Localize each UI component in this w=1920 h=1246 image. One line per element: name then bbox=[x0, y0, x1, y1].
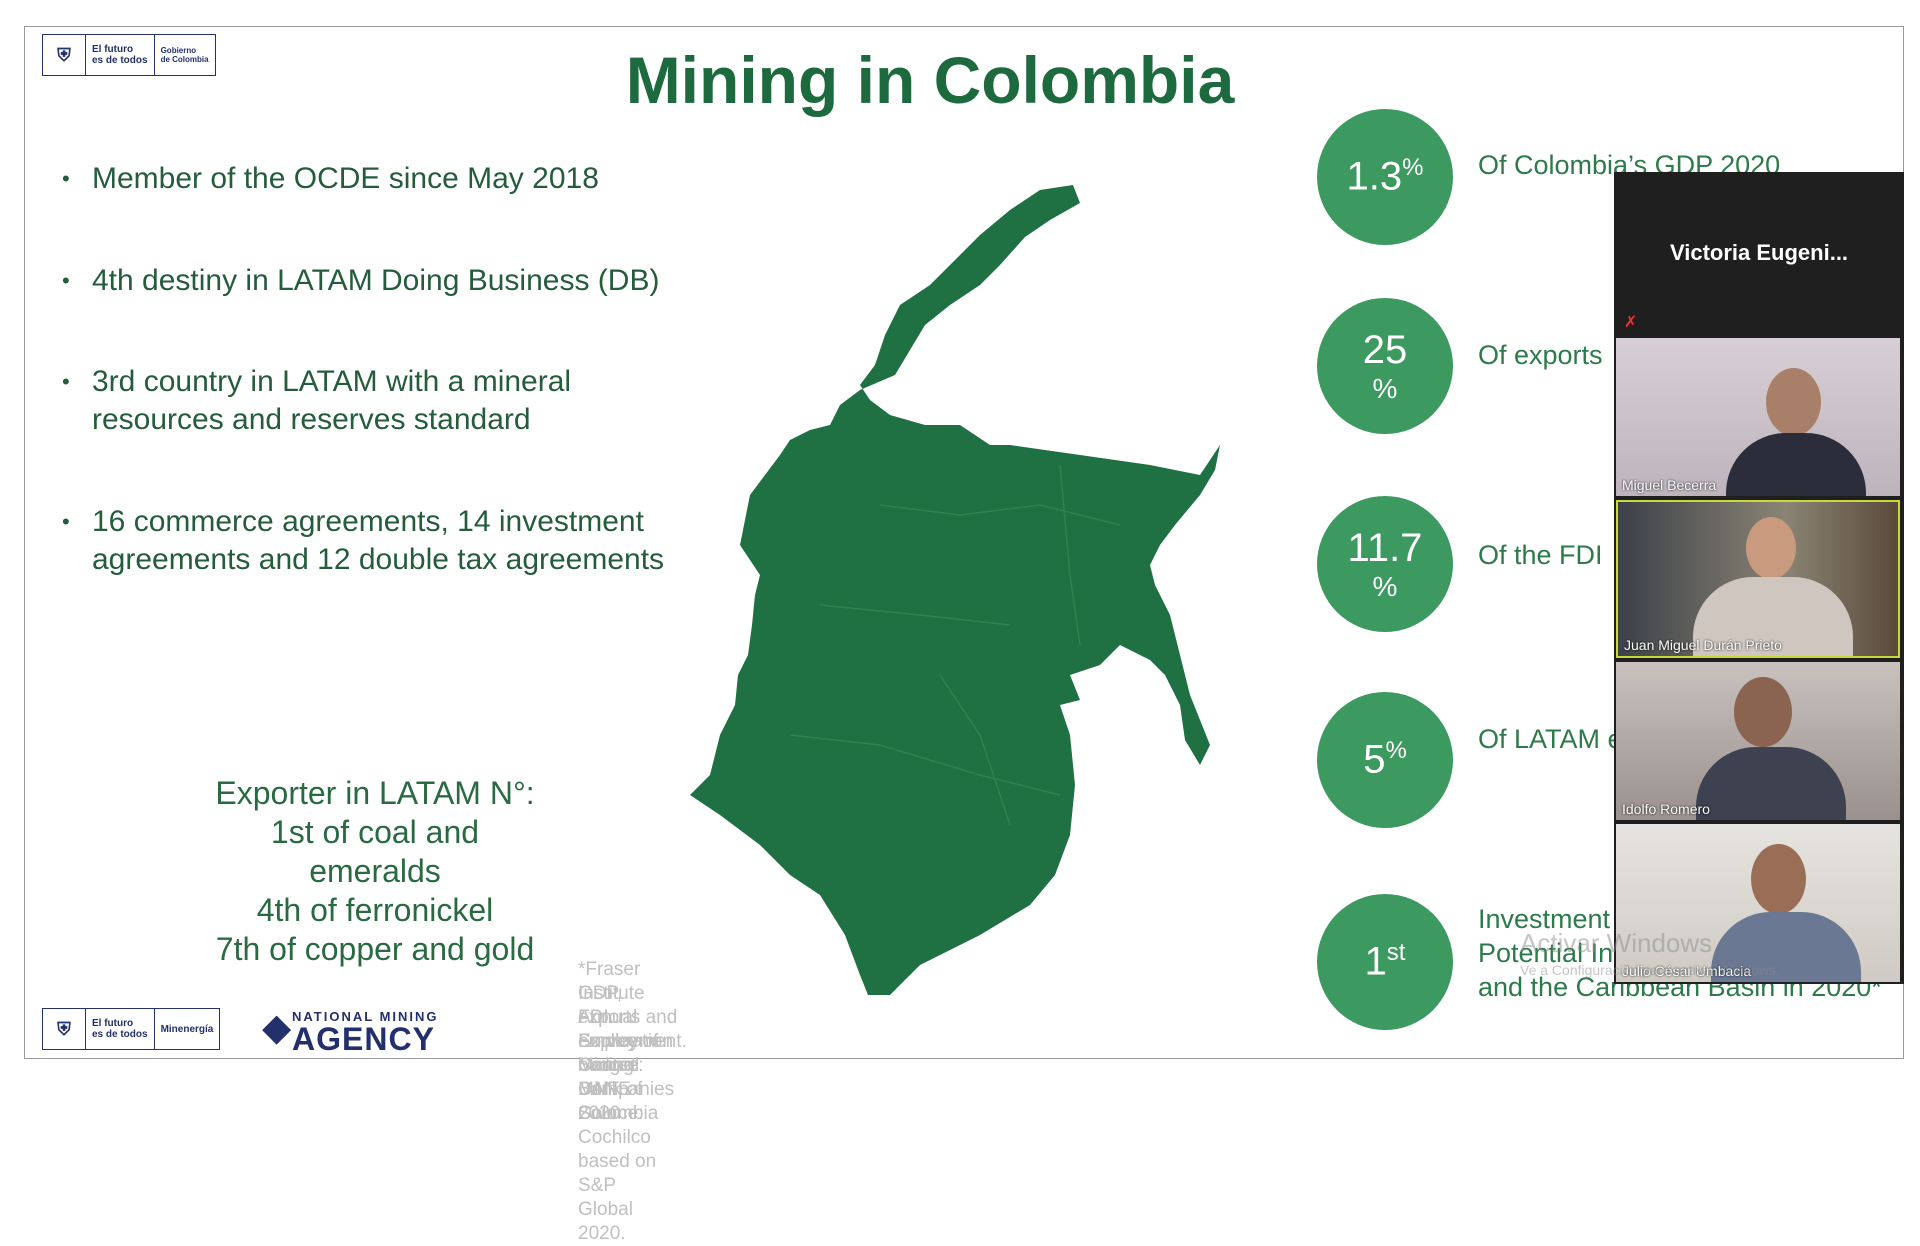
bottom-logo: ⛨ El futuro es de todos Minenergía bbox=[42, 1008, 221, 1050]
stat-circle: 1.3% bbox=[1317, 109, 1453, 245]
top-logo: ⛨ El futuro es de todos Gobierno de Colomb… bbox=[42, 34, 216, 76]
map-borders bbox=[789, 464, 1121, 826]
colombia-map bbox=[690, 185, 1220, 995]
stat-text: Of the FDI bbox=[1478, 540, 1603, 570]
shield: ⛨ bbox=[43, 1009, 86, 1049]
video-tile[interactable]: Juan Miguel Durán Prieto bbox=[1616, 500, 1900, 658]
stat-number-row: 11.7 bbox=[1348, 526, 1423, 571]
mute-icon: ✗ bbox=[1624, 314, 1638, 331]
person-head bbox=[1766, 368, 1821, 436]
logo-line: El futuro bbox=[92, 44, 134, 55]
person-body bbox=[1711, 912, 1861, 982]
logo-line: de Colombia bbox=[160, 55, 209, 64]
stat-number-row: 1.3% bbox=[1347, 154, 1424, 199]
logo-gov: Gobierno de Colombia bbox=[155, 35, 215, 75]
agency-top: NATIONAL MINING bbox=[292, 1009, 439, 1024]
watermark-text: Ve a Configuración para activar Windows. bbox=[1520, 962, 1780, 978]
slide-title: Mining in Colombia bbox=[625, 43, 1235, 117]
agency-mark: ◆ bbox=[262, 1007, 292, 1049]
participant-name: Julio César Umbacia bbox=[1622, 963, 1752, 979]
exporter-line: 4th of ferronickel bbox=[256, 892, 494, 928]
stat-suffix: % bbox=[1372, 570, 1398, 602]
person-head bbox=[1746, 517, 1796, 579]
person-body bbox=[1726, 433, 1866, 496]
stat-number-row: 25 bbox=[1363, 328, 1408, 373]
person-body bbox=[1696, 747, 1846, 820]
logo-line: es de todos bbox=[92, 55, 148, 66]
bullet-text: Member of the OCDE since May 2018 bbox=[92, 162, 599, 195]
video-tile[interactable]: Miguel Becerra bbox=[1616, 338, 1900, 496]
stat-circle: 5% bbox=[1317, 692, 1453, 828]
logo-line: es de todos bbox=[92, 1029, 148, 1040]
stat-suffix: st bbox=[1386, 939, 1406, 967]
agency-name: AGENCY bbox=[292, 1021, 435, 1057]
stat-suffix: % bbox=[1385, 737, 1407, 765]
bullet: 3rd country in LATAM with a mineral reso… bbox=[62, 363, 662, 439]
stat-circle: 25% bbox=[1317, 298, 1453, 434]
bullet: 4th destiny in LATAM Doing Business (DB) bbox=[62, 262, 659, 300]
bullet-text: 16 commerce agreements, 14 investment ag… bbox=[92, 505, 665, 576]
logo-ministry: Minenergía bbox=[160, 1023, 214, 1035]
participant-name: Juan Miguel Durán Prieto bbox=[1624, 637, 1782, 653]
video-tile[interactable]: Julio César Umbacia bbox=[1616, 824, 1900, 982]
stat-circle: 1st bbox=[1317, 894, 1453, 1030]
person-head bbox=[1734, 677, 1792, 747]
logo-line: El futuro bbox=[92, 1018, 134, 1029]
logo-text: El futuro es de todos bbox=[86, 35, 155, 75]
stat-circle: 11.7% bbox=[1317, 496, 1453, 632]
bullet-text: 3rd country in LATAM with a mineral reso… bbox=[92, 365, 572, 436]
person-head bbox=[1751, 844, 1806, 914]
bullet-text: 4th destiny in LATAM Doing Business (DB) bbox=[92, 264, 660, 297]
bullet: 16 commerce agreements, 14 investment ag… bbox=[62, 503, 722, 579]
person-body bbox=[1693, 577, 1853, 656]
participant-name: Idolfo Romero bbox=[1622, 801, 1710, 817]
stat-value: 11.7 bbox=[1347, 525, 1423, 570]
stat-value: 5 bbox=[1363, 737, 1386, 782]
logo-text: El futuro es de todos bbox=[86, 1009, 155, 1049]
footnote: Exploration budget MNF. Source: Cochilco… bbox=[578, 1031, 674, 1244]
exporter-line: 7th of copper and gold bbox=[215, 931, 535, 967]
shield: ⛨ bbox=[43, 35, 86, 75]
watermark-title: Activar Windows bbox=[1520, 928, 1713, 958]
exporter-line: 1st of coal and bbox=[270, 814, 480, 850]
exporter-line: emeralds bbox=[309, 853, 441, 889]
stat-suffix: % bbox=[1402, 154, 1424, 182]
video-panel: Victoria Eugeni... ✗ Miguel Becerra Juan… bbox=[1614, 172, 1904, 984]
stat-suffix: % bbox=[1372, 372, 1398, 404]
stat-value: 1.3 bbox=[1346, 154, 1403, 199]
exporter-line: Exporter in LATAM N°: bbox=[215, 775, 535, 811]
logo-line: Gobierno bbox=[160, 46, 197, 55]
stat-text: Of exports bbox=[1478, 340, 1603, 370]
participant-name: Miguel Becerra bbox=[1622, 477, 1717, 493]
map-shape bbox=[690, 185, 1220, 995]
speaker-name[interactable]: Victoria Eugeni... bbox=[1669, 240, 1849, 265]
stat-value: 1 bbox=[1364, 939, 1387, 984]
stat-number-row: 5% bbox=[1363, 737, 1407, 782]
bullet: Member of the OCDE since May 2018 bbox=[62, 160, 599, 198]
screen: ⛨ El futuro es de todos Gobierno de Colomb… bbox=[0, 0, 1920, 1080]
exporter-block: Exporter in LATAM N°: 1st of coal and em… bbox=[150, 774, 600, 969]
stat-number-row: 1st bbox=[1365, 939, 1406, 984]
stat-value: 25 bbox=[1362, 327, 1408, 372]
video-tile[interactable]: Idolfo Romero bbox=[1616, 662, 1900, 820]
